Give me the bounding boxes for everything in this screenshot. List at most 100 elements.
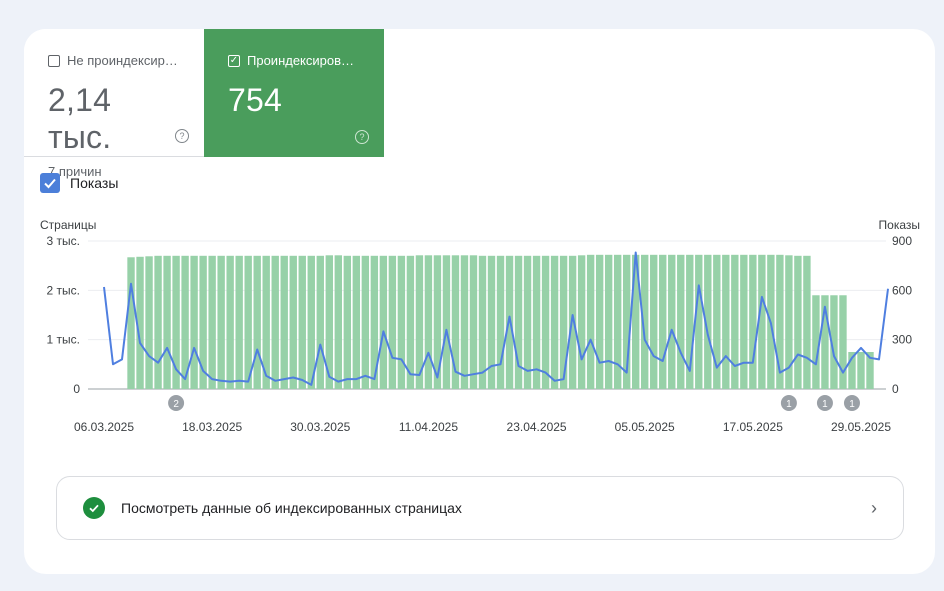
bar [460, 255, 469, 389]
bar [668, 254, 676, 389]
bar [289, 255, 297, 389]
bar [145, 256, 153, 389]
bar [127, 257, 135, 389]
bar [595, 254, 604, 389]
y-right-tick-label: 900 [892, 234, 912, 248]
bar [722, 254, 730, 389]
indexed-value: 754 [228, 82, 282, 118]
bar [731, 254, 739, 389]
x-tick-label: 05.05.2025 [615, 420, 675, 434]
bar [523, 255, 532, 389]
bar [388, 255, 397, 389]
y-left-tick-label: 2 тыс. [47, 283, 80, 297]
bar [830, 295, 838, 389]
checkbox-unchecked-icon[interactable] [48, 54, 60, 67]
bar [172, 255, 180, 389]
bar [163, 255, 171, 389]
bar [758, 254, 766, 389]
bar [740, 254, 748, 389]
impressions-toggle[interactable]: Показы [40, 173, 118, 193]
bar [695, 254, 703, 389]
annotation-marker [843, 395, 860, 411]
bar [433, 255, 442, 389]
bar [244, 255, 252, 389]
bar [469, 255, 478, 389]
bar [604, 254, 613, 389]
annotation-label: 1 [786, 399, 792, 410]
right-axis-title: Показы [879, 218, 920, 232]
bar [704, 254, 712, 389]
bar [442, 255, 451, 389]
bar [848, 352, 856, 389]
bar [866, 352, 874, 389]
x-tick-label: 23.04.2025 [507, 420, 567, 434]
bar [803, 255, 811, 389]
bar [154, 255, 162, 389]
bar [334, 255, 343, 389]
help-icon[interactable]: ? [175, 129, 189, 143]
indexing-chart: Страницы Показы 3 тыс. 900 2 тыс. 600 1 тыс.… [24, 209, 935, 449]
bar [713, 254, 721, 389]
bar [686, 254, 694, 389]
bar [424, 255, 433, 389]
bar [379, 255, 388, 389]
bar [280, 255, 288, 389]
x-tick-label: 18.03.2025 [182, 420, 242, 434]
bar [235, 255, 243, 389]
y-left-tick-label: 1 тыс. [47, 333, 80, 347]
checkbox-checked-icon[interactable]: ✓ [228, 54, 240, 67]
bar [857, 352, 865, 389]
bar [650, 254, 658, 389]
bar [271, 255, 279, 389]
not-indexed-reasons: 7 причин [48, 164, 102, 179]
bar [226, 255, 234, 389]
bar [677, 254, 685, 389]
bar [821, 295, 829, 389]
bar [451, 255, 460, 389]
not-indexed-header: Не проиндексир… [48, 53, 180, 68]
indexed-label: Проиндексиров… [247, 53, 355, 68]
help-icon[interactable]: ? [355, 130, 369, 144]
bar [622, 254, 631, 389]
bar [208, 255, 216, 389]
y-left-tick-label: 0 [73, 382, 80, 396]
bar [361, 255, 370, 389]
annotation-label: 2 [173, 399, 179, 410]
bar [415, 255, 424, 389]
check-circle-icon [83, 497, 105, 519]
indexed-tile[interactable]: ✓ Проиндексиров… 754 ? [204, 29, 384, 157]
bar [253, 255, 261, 389]
bar [659, 254, 667, 389]
bar [568, 255, 577, 389]
bar [496, 255, 505, 389]
not-indexed-value: 2,14 тыс. [48, 82, 112, 155]
bar [181, 255, 189, 389]
bar [559, 255, 568, 389]
bar [505, 255, 514, 389]
y-right-tick-label: 0 [892, 382, 899, 396]
not-indexed-tile[interactable]: Не проиндексир… 2,14 тыс. 7 причин ? [24, 29, 204, 179]
x-tick-label: 06.03.2025 [74, 420, 134, 434]
bar [298, 255, 306, 389]
bar [397, 255, 406, 389]
bar [641, 254, 649, 389]
checkbox-checked-icon[interactable] [40, 173, 60, 193]
annotation-label: 1 [822, 399, 828, 410]
x-tick-label: 17.05.2025 [723, 420, 783, 434]
bar [514, 255, 523, 389]
impressions-toggle-label: Показы [70, 175, 119, 191]
bar [577, 255, 586, 389]
view-indexed-pages-label: Посмотреть данные об индексированных стр… [121, 500, 462, 516]
chart-svg: Страницы Показы 3 тыс. 900 2 тыс. 600 1 тыс.… [40, 218, 920, 434]
x-tick-label: 29.05.2025 [831, 420, 891, 434]
annotation-label: 1 [849, 399, 855, 410]
bar [541, 255, 550, 389]
annotation-marker [816, 395, 833, 411]
left-axis-title: Страницы [40, 218, 96, 232]
view-indexed-pages-link[interactable]: Посмотреть данные об индексированных стр… [56, 476, 904, 540]
y-right-tick-label: 600 [892, 283, 912, 297]
bar [406, 255, 415, 389]
bar [812, 295, 820, 389]
y-left-tick-label: 3 тыс. [47, 234, 80, 248]
annotation-marker [780, 395, 797, 411]
